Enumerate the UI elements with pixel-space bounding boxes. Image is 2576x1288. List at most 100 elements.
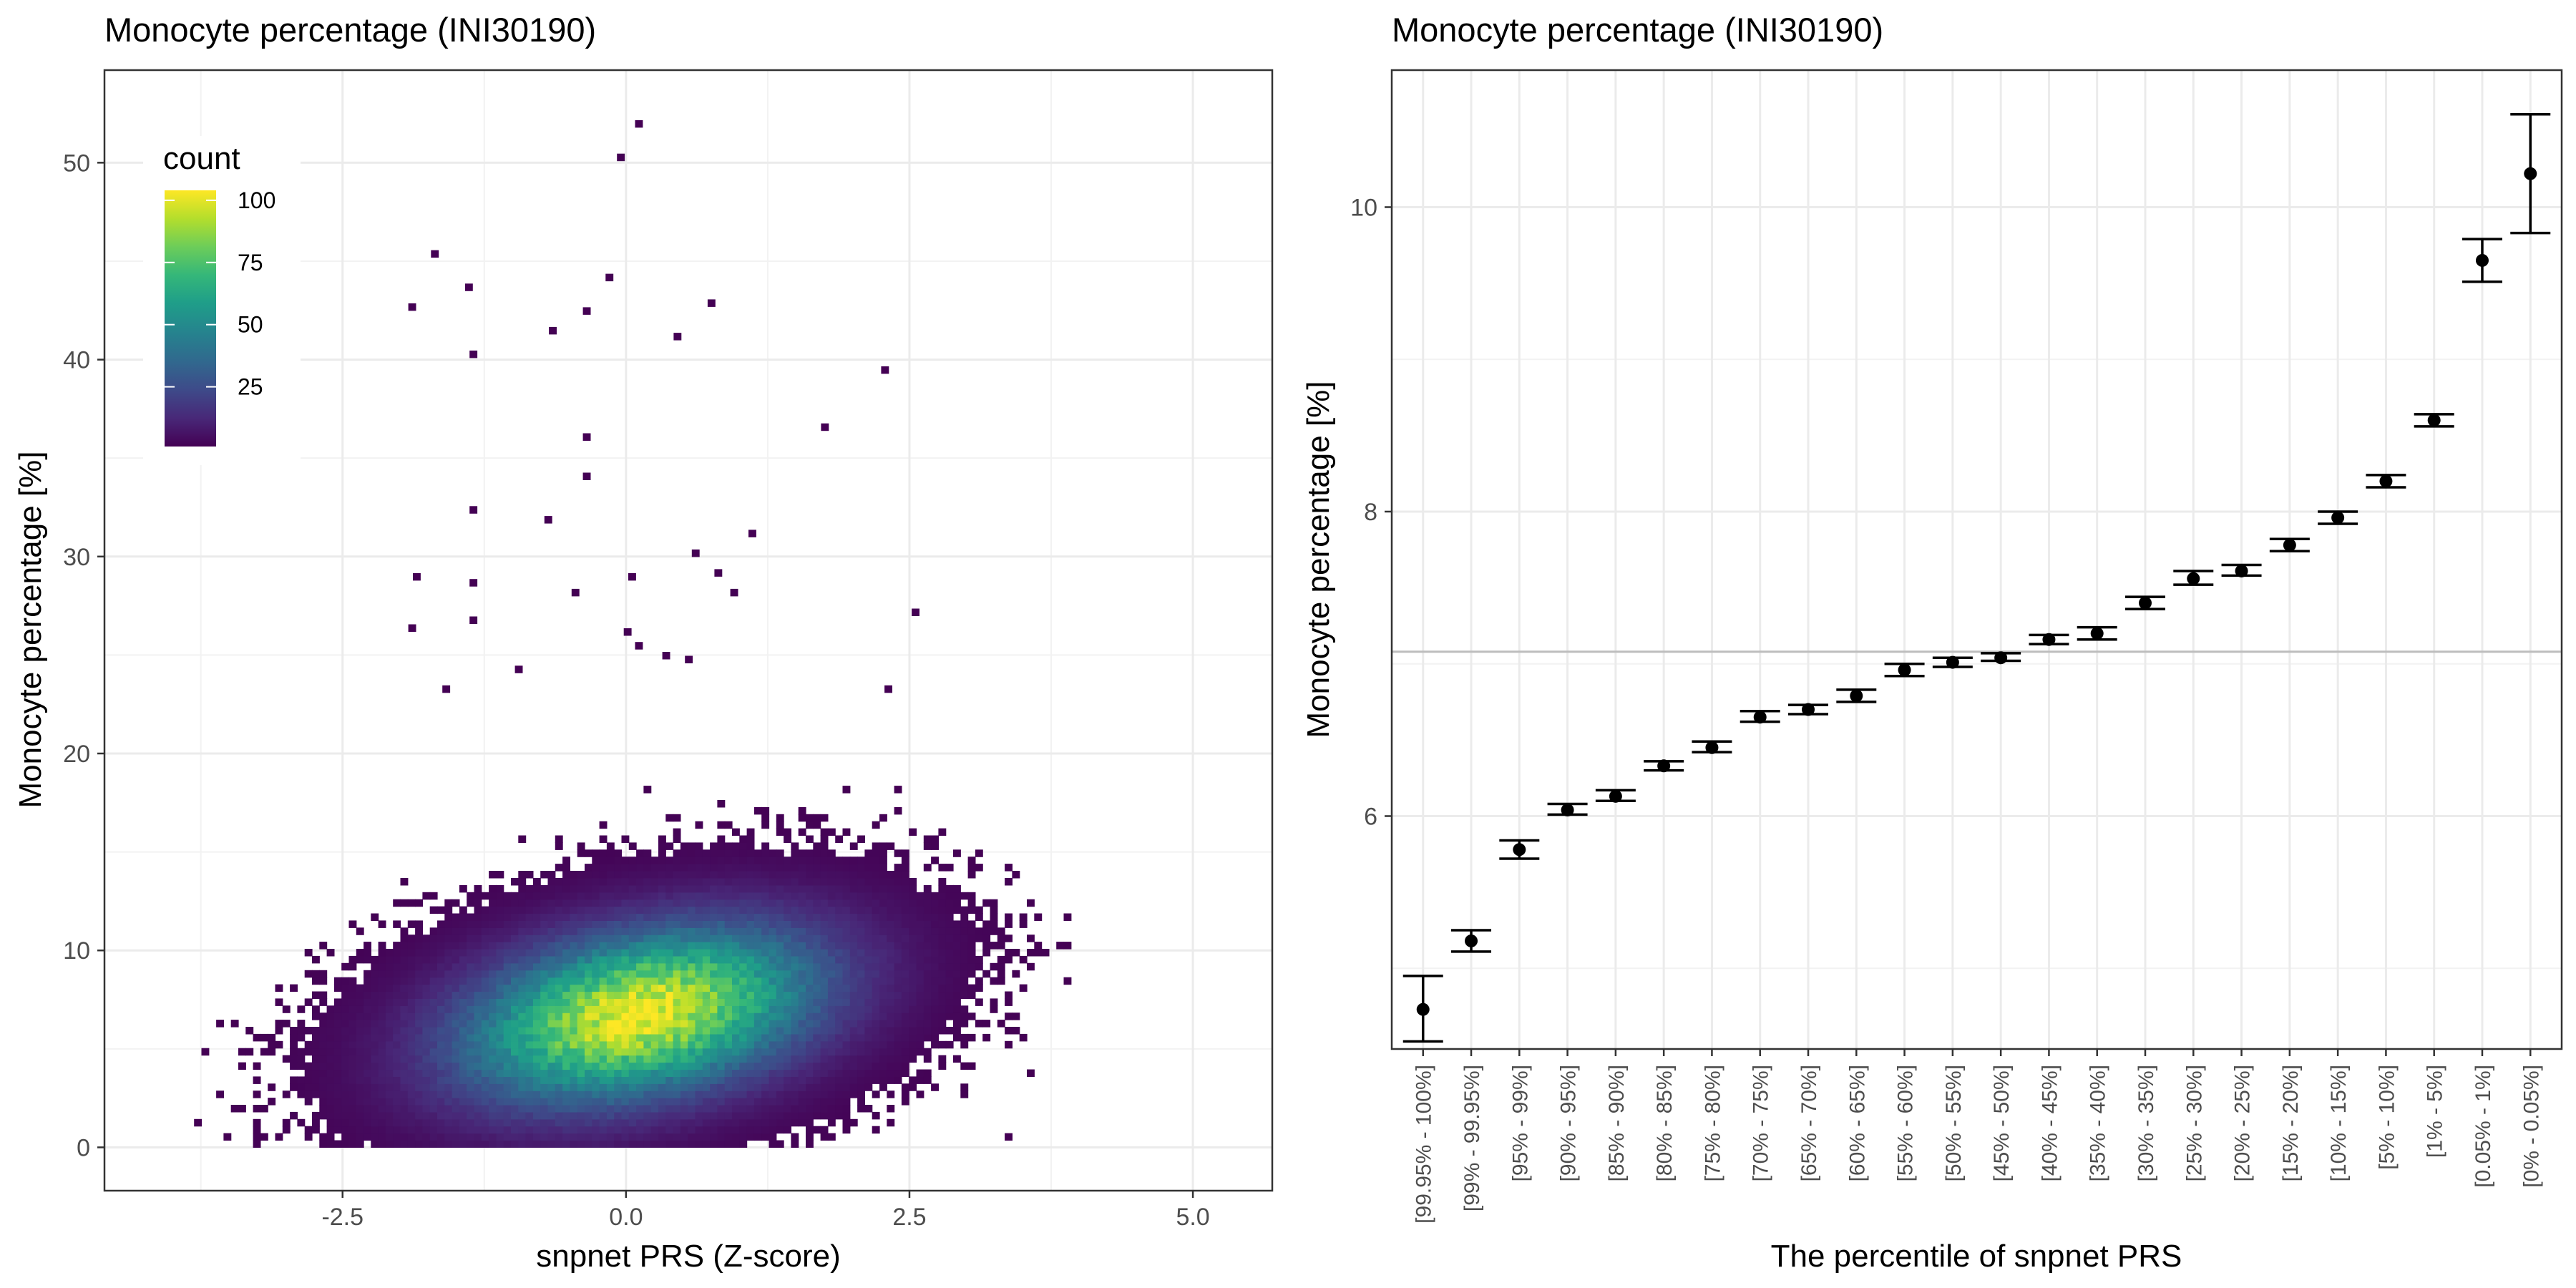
heatmap-cell bbox=[688, 1083, 696, 1091]
heatmap-cell bbox=[437, 1020, 445, 1028]
heatmap-cell bbox=[909, 1048, 917, 1056]
heatmap-cell bbox=[806, 849, 814, 857]
heatmap-cell bbox=[982, 1020, 991, 1028]
heatmap-cell bbox=[532, 962, 541, 971]
heatmap-cell bbox=[452, 913, 460, 921]
heatmap-cell bbox=[592, 1040, 600, 1049]
heatmap-cell bbox=[585, 970, 592, 978]
heatmap-cell bbox=[916, 949, 924, 957]
heatmap-cell bbox=[452, 1040, 460, 1049]
heatmap-cell bbox=[481, 1083, 489, 1091]
heatmap-cell bbox=[474, 949, 482, 957]
heatmap-cell bbox=[835, 1040, 844, 1049]
heatmap-cell bbox=[732, 1091, 740, 1098]
heatmap-cell bbox=[784, 935, 791, 942]
heatmap-cell bbox=[806, 998, 814, 1006]
heatmap-cell bbox=[953, 1005, 961, 1013]
heatmap-cell bbox=[547, 1118, 556, 1127]
heatmap-cell bbox=[872, 991, 880, 999]
heatmap-cell bbox=[547, 1098, 556, 1106]
heatmap-cell bbox=[798, 864, 806, 872]
heatmap-cell bbox=[614, 892, 623, 900]
heatmap-cell bbox=[680, 1083, 688, 1091]
heatmap-cell bbox=[820, 942, 829, 950]
heatmap-cell bbox=[776, 878, 784, 886]
heatmap-cell bbox=[960, 991, 969, 999]
heatmap-cell bbox=[665, 913, 674, 921]
heatmap-cell bbox=[628, 878, 637, 886]
heatmap-cell bbox=[820, 977, 829, 985]
heatmap-cell bbox=[931, 1083, 939, 1091]
heatmap-cell bbox=[673, 1076, 681, 1084]
heatmap-cell bbox=[960, 1020, 969, 1028]
heatmap-cell bbox=[695, 1105, 703, 1113]
heatmap-cell bbox=[415, 962, 423, 971]
heatmap-cell bbox=[592, 906, 600, 914]
heatmap-cell bbox=[429, 1133, 438, 1141]
heatmap-cell bbox=[710, 991, 718, 999]
heatmap-cell bbox=[422, 1013, 431, 1020]
heatmap-cell bbox=[724, 842, 733, 850]
heatmap-cell bbox=[326, 1076, 335, 1084]
heatmap-cell bbox=[849, 984, 858, 992]
heatmap-cell bbox=[798, 927, 806, 935]
heatmap-cell bbox=[643, 962, 652, 971]
legend-title: count bbox=[163, 141, 240, 176]
heatmap-cell bbox=[717, 1020, 726, 1028]
heatmap-cell bbox=[688, 1118, 696, 1127]
heatmap-cell bbox=[525, 1126, 534, 1134]
heatmap-cell bbox=[444, 1076, 453, 1084]
heatmap-cell bbox=[806, 962, 814, 971]
x-tick-label: [90% - 95%] bbox=[1557, 1065, 1581, 1181]
heatmap-cell bbox=[680, 892, 688, 900]
heatmap-cell bbox=[739, 927, 748, 935]
heatmap-cell bbox=[562, 1005, 570, 1013]
heatmap-cell bbox=[474, 1013, 482, 1020]
heatmap-cell bbox=[820, 871, 829, 879]
heatmap-cell bbox=[304, 998, 313, 1006]
heatmap-cell bbox=[923, 1020, 932, 1028]
heatmap-cell bbox=[798, 806, 806, 815]
heatmap-cell bbox=[599, 984, 608, 992]
heatmap-cell bbox=[702, 955, 711, 964]
heatmap-cell bbox=[474, 1133, 482, 1141]
heatmap-cell bbox=[555, 1105, 563, 1113]
heatmap-outlier-cell bbox=[431, 250, 439, 258]
heatmap-cell bbox=[422, 1033, 431, 1042]
heatmap-cell bbox=[813, 906, 821, 914]
heatmap-cell bbox=[894, 935, 902, 942]
heatmap-cell bbox=[532, 1111, 541, 1120]
heatmap-cell bbox=[518, 913, 527, 921]
heatmap-cell bbox=[621, 949, 630, 957]
heatmap-cell bbox=[724, 935, 733, 942]
heatmap-cell bbox=[849, 842, 858, 850]
heatmap-cell bbox=[393, 1098, 401, 1106]
heatmap-cell bbox=[326, 1091, 335, 1098]
heatmap-cell bbox=[393, 1048, 401, 1056]
heatmap-cell bbox=[732, 1076, 740, 1084]
heatmap-cell bbox=[680, 927, 688, 935]
heatmap-cell bbox=[393, 984, 401, 992]
x-tick-label: [25% - 30%] bbox=[2182, 1065, 2206, 1181]
heatmap-cell bbox=[710, 1076, 718, 1084]
heatmap-cell bbox=[827, 1055, 836, 1063]
heatmap-cell bbox=[348, 1048, 357, 1056]
heatmap-cell bbox=[695, 849, 703, 857]
heatmap-cell bbox=[429, 1076, 438, 1084]
heatmap-cell bbox=[444, 1098, 453, 1106]
heatmap-cell bbox=[282, 1126, 291, 1134]
heatmap-cell bbox=[518, 955, 527, 964]
heatmap-cell bbox=[746, 864, 755, 872]
heatmap-cell bbox=[835, 998, 844, 1006]
heatmap-cell bbox=[820, 1062, 829, 1070]
heatmap-cell bbox=[982, 935, 991, 942]
heatmap-cell bbox=[592, 1105, 600, 1113]
percentile-y-axis-label: Monocyte percentage [%] bbox=[1301, 381, 1336, 738]
heatmap-cell bbox=[791, 1020, 799, 1028]
heatmap-cell bbox=[319, 1048, 328, 1056]
x-tick-label: [20% - 25%] bbox=[2231, 1065, 2255, 1181]
heatmap-cell bbox=[577, 1091, 585, 1098]
heatmap-cell bbox=[901, 998, 909, 1006]
heatmap-cell bbox=[909, 1027, 917, 1035]
heatmap-cell bbox=[879, 906, 887, 914]
